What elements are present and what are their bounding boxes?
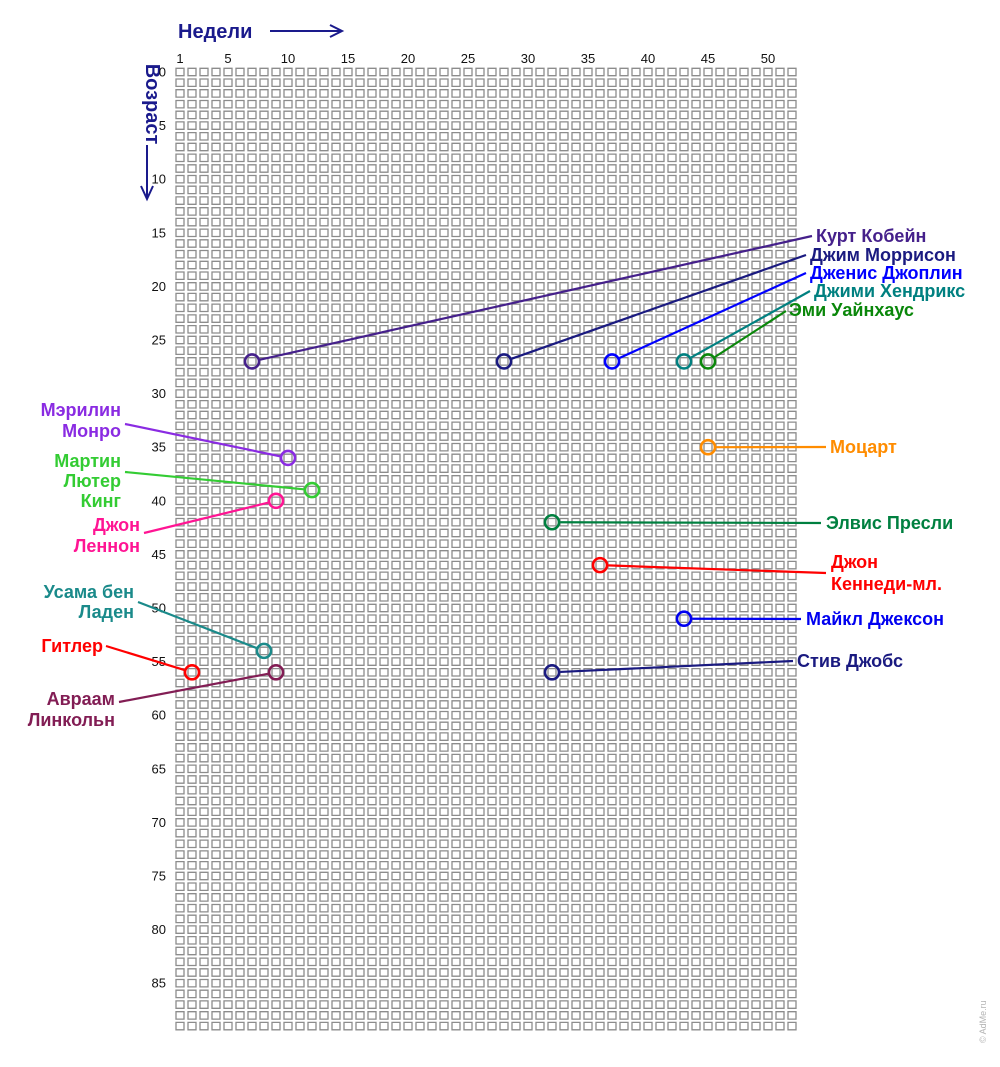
y-tick-label: 0	[159, 65, 166, 80]
x-tick-label: 40	[641, 51, 655, 66]
label-john-kennedy-jr: Джон	[831, 552, 878, 572]
point-marilyn-monroe	[279, 449, 297, 467]
week-cell-grid	[175, 67, 797, 1031]
x-tick-label: 45	[701, 51, 715, 66]
callout-line-marilyn-monroe	[124, 422, 281, 458]
label-jimi-hendrix: Джими Хендрикс	[814, 281, 965, 301]
label-steve-jobs: Стив Джобс	[797, 651, 903, 671]
x-axis-arrow-icon	[270, 24, 345, 38]
callout-line-jim-morrison	[511, 253, 807, 360]
label-marilyn-monroe: Мэрилин	[41, 400, 121, 420]
y-axis-title: Возраст	[141, 64, 163, 145]
callout-line-elvis-presley	[560, 521, 822, 525]
y-tick-label: 60	[152, 708, 166, 723]
y-axis-arrow-icon	[140, 145, 154, 202]
label-hitler: Гитлер	[41, 636, 103, 656]
label-jim-morrison: Джим Моррисон	[810, 245, 956, 265]
callout-line-kurt-cobain	[259, 234, 813, 361]
label-john-lennon: Леннон	[74, 536, 140, 556]
callout-line-janis-joplin	[619, 271, 807, 360]
point-kurt-cobain	[243, 353, 261, 370]
y-tick-label: 45	[152, 547, 166, 562]
label-michael-jackson: Майкл Джексон	[806, 609, 944, 629]
point-hitler	[183, 664, 201, 681]
x-tick-label: 25	[461, 51, 475, 66]
y-tick-label: 25	[152, 333, 166, 348]
point-jimi-hendrix	[675, 353, 693, 370]
x-tick-label: 5	[224, 51, 231, 66]
y-tick-label: 5	[159, 118, 166, 133]
point-abraham-lincoln	[267, 664, 285, 681]
point-amy-winehouse	[699, 353, 717, 370]
x-tick-label: 15	[341, 51, 355, 66]
callout-line-jimi-hendrix	[690, 290, 811, 359]
y-tick-label: 35	[152, 440, 166, 455]
x-tick-label: 10	[281, 51, 295, 66]
label-mozart: Моцарт	[830, 437, 897, 457]
callout-line-john-lennon	[143, 501, 269, 535]
label-janis-joplin: Дженис Джоплин	[810, 263, 963, 283]
y-tick-label: 15	[152, 225, 166, 240]
y-tick-label: 80	[152, 922, 166, 937]
x-axis-title: Недели	[178, 21, 252, 43]
label-kurt-cobain: Курт Кобейн	[816, 226, 926, 246]
y-tick-label: 40	[152, 493, 166, 508]
data-points	[183, 353, 717, 681]
point-martin-luther-king	[303, 481, 321, 499]
point-osama-bin-laden	[255, 642, 273, 660]
x-tick-label: 1	[176, 51, 183, 66]
callout-line-martin-luther-king	[124, 470, 304, 491]
label-abraham-lincoln: Авраам	[47, 689, 115, 709]
callout-line-amy-winehouse	[714, 310, 787, 358]
point-john-kennedy-jr	[591, 556, 609, 574]
label-elvis-presley: Элвис Пресли	[826, 513, 953, 533]
callout-line-john-kennedy-jr	[608, 564, 827, 575]
label-martin-luther-king: Кинг	[81, 491, 122, 511]
callout-line-hitler	[105, 644, 185, 671]
label-martin-luther-king: Лютер	[64, 471, 121, 491]
point-janis-joplin	[603, 353, 621, 370]
callout-line-abraham-lincoln	[118, 672, 269, 704]
callout-line-steve-jobs	[560, 659, 794, 674]
point-john-lennon	[267, 492, 285, 510]
label-marilyn-monroe: Монро	[62, 421, 121, 441]
point-mozart	[699, 438, 717, 456]
x-tick-label: 20	[401, 51, 415, 66]
x-axis-ticks: 1 5 10 15 20 25 30 35 40 45 50	[176, 51, 775, 66]
y-tick-label: 10	[152, 172, 166, 187]
label-amy-winehouse: Эми Уайнхаус	[789, 300, 914, 320]
y-tick-label: 30	[152, 386, 166, 401]
callout-line-osama-bin-laden	[137, 600, 257, 649]
y-tick-label: 20	[152, 279, 166, 294]
y-tick-label: 65	[152, 761, 166, 776]
label-osama-bin-laden: Ладен	[79, 602, 134, 622]
y-tick-label: 75	[152, 869, 166, 884]
label-martin-luther-king: Мартин	[54, 451, 121, 471]
callout-lines	[105, 234, 827, 704]
y-tick-label: 70	[152, 815, 166, 830]
label-john-lennon: Джон	[93, 515, 140, 535]
watermark: © AdMe.ru	[978, 1000, 988, 1043]
point-steve-jobs	[543, 664, 561, 681]
x-tick-label: 30	[521, 51, 535, 66]
x-tick-label: 50	[761, 51, 775, 66]
point-michael-jackson	[675, 610, 693, 628]
point-elvis-presley	[543, 513, 561, 531]
label-john-kennedy-jr: Кеннеди-мл.	[831, 574, 942, 594]
label-abraham-lincoln: Линкольн	[28, 710, 115, 730]
x-tick-label: 35	[581, 51, 595, 66]
point-jim-morrison	[495, 353, 513, 370]
label-osama-bin-laden: Усама бен	[44, 582, 134, 602]
y-axis-ticks: 0510152025303540455055606570758085	[152, 65, 166, 991]
y-tick-label: 85	[152, 976, 166, 991]
weeks-grid	[175, 67, 797, 1031]
